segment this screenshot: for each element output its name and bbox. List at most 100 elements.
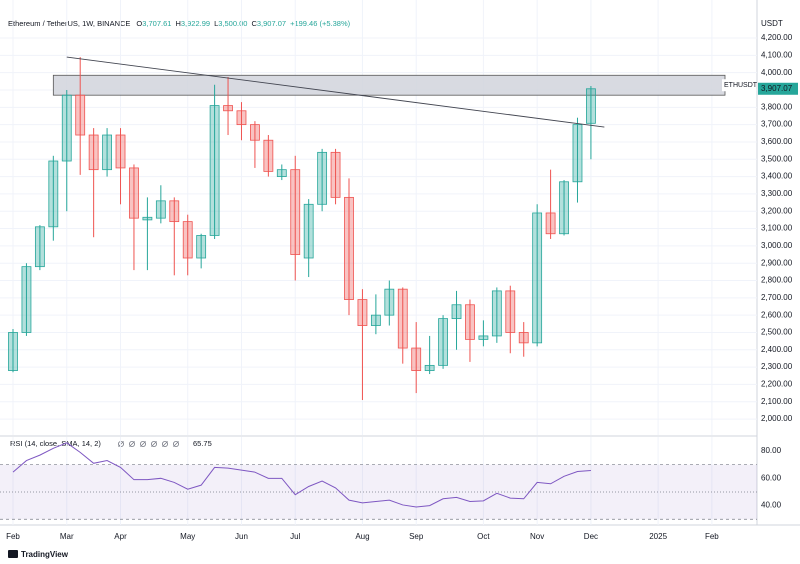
candle-body <box>465 304 475 340</box>
icon-circle <box>139 440 146 447</box>
candle-body <box>532 212 543 344</box>
last-price-box <box>758 82 798 95</box>
candle-body <box>8 332 18 371</box>
candle-body <box>491 290 502 337</box>
candle-body <box>263 139 274 172</box>
price-zone <box>52 74 726 96</box>
candle-body <box>250 124 260 141</box>
candle-body <box>21 266 32 333</box>
candle-body <box>384 288 395 316</box>
change: +199.46 (+5.38%) <box>290 19 351 28</box>
icon-circle <box>128 440 135 447</box>
y-tick-label: 3,300.00 <box>761 189 793 198</box>
candle-body <box>142 216 153 221</box>
icon-slash <box>162 441 168 447</box>
icon-circle <box>161 440 168 447</box>
candle-body <box>545 212 556 235</box>
x-tick-label: Jun <box>235 532 248 541</box>
ohlc-key: C <box>251 19 257 28</box>
candle-body <box>223 105 233 112</box>
candle-body <box>505 290 516 333</box>
candle-body <box>451 304 462 320</box>
rsi-tick-label: 60.00 <box>761 473 782 482</box>
rsi-line <box>12 442 591 508</box>
x-tick-label: Oct <box>477 532 490 541</box>
rsi-icons <box>118 440 179 447</box>
icon-slash <box>151 441 157 447</box>
brand-logo: TradingView <box>8 550 69 559</box>
candle-body <box>169 200 180 223</box>
y-tick-label: 4,000.00 <box>761 68 793 77</box>
ohlc-value: 3,907.07 <box>257 19 286 28</box>
x-tick-label: Jul <box>290 532 300 541</box>
icon-slash <box>129 441 135 447</box>
candle-body <box>411 347 422 371</box>
y-tick-label: 3,400.00 <box>761 172 793 181</box>
candle-body <box>34 226 45 268</box>
icon-slash <box>140 441 146 447</box>
candle-body <box>61 94 72 162</box>
y-tick-label: 3,500.00 <box>761 154 793 163</box>
symbol: Ethereum / TetherUS, 1W, BINANCE <box>8 19 130 28</box>
candle-body <box>115 134 126 169</box>
y-tick-label: 3,000.00 <box>761 241 793 250</box>
candle-body <box>276 169 287 177</box>
candle-body <box>330 151 341 198</box>
rsi-title: RSI (14, close, SMA, 14, 2) <box>10 439 101 448</box>
candle-body <box>209 105 220 236</box>
candle-body <box>397 288 408 349</box>
y-tick-label: 3,200.00 <box>761 206 793 215</box>
icon-circle <box>172 440 179 447</box>
header: Ethereum / TetherUS, 1W, BINANCE O3,707.6… <box>8 19 351 28</box>
symbol-label: ETHUSDT <box>724 82 758 89</box>
candle-body <box>196 235 207 259</box>
icon-circle <box>150 440 157 447</box>
ohlc-key: H <box>175 19 180 28</box>
ohlc-key: O <box>136 19 142 28</box>
y-tick-label: 3,100.00 <box>761 224 793 233</box>
x-tick-label: Sep <box>409 532 424 541</box>
candle-body <box>48 160 59 228</box>
last-price-label: 3,907.07 <box>761 84 793 93</box>
y-tick-label: 2,900.00 <box>761 258 793 267</box>
currency: USDT <box>761 19 783 28</box>
x-tick-label: May <box>180 532 195 541</box>
x-tick-label: Apr <box>114 532 127 541</box>
rsi-tick-label: 80.00 <box>761 446 782 455</box>
trendline <box>66 56 605 128</box>
candle-body <box>559 181 569 235</box>
y-tick-label: 4,200.00 <box>761 33 793 42</box>
rsi-value: 65.75 <box>193 439 212 448</box>
icon-slash <box>173 441 179 447</box>
x-tick-label: Nov <box>530 532 544 541</box>
y-tick-label: 3,600.00 <box>761 137 793 146</box>
y-tick-label: 2,000.00 <box>761 414 793 423</box>
candle-body <box>303 203 314 259</box>
candle-body <box>370 314 381 326</box>
candle-body <box>129 167 139 219</box>
candle-body <box>438 318 448 366</box>
y-tick-label: 2,700.00 <box>761 293 793 302</box>
x-tick-label: Dec <box>584 532 598 541</box>
y-tick-label: 2,100.00 <box>761 397 793 406</box>
candle-body <box>182 221 193 259</box>
ohlc-key: L <box>214 19 218 28</box>
candle-body <box>586 88 596 124</box>
candle-body <box>236 110 247 126</box>
candle-body <box>317 151 328 205</box>
x-tick-label: Feb <box>705 532 719 541</box>
x-tick-label: Mar <box>60 532 74 541</box>
candle-body <box>518 332 529 344</box>
y-tick-label: 2,600.00 <box>761 310 793 319</box>
candle-body <box>357 299 368 326</box>
candle-body <box>290 169 301 255</box>
candle-body <box>344 196 354 300</box>
candle-body <box>75 94 86 136</box>
x-tick-label: Feb <box>6 532 20 541</box>
ohlc-value: 3,500.00 <box>218 19 247 28</box>
y-tick-label: 2,300.00 <box>761 362 793 371</box>
x-tick-label: 2025 <box>649 532 667 541</box>
y-tick-label: 2,800.00 <box>761 276 793 285</box>
candle-body <box>102 134 112 171</box>
